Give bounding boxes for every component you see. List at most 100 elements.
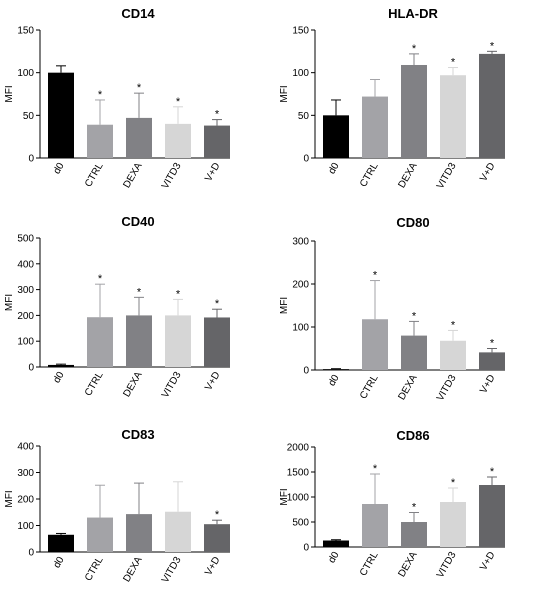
bar-d0 — [323, 540, 349, 547]
bar-v-d — [204, 524, 230, 552]
significance-marker: * — [98, 89, 103, 101]
y-tick-label: 0 — [28, 548, 34, 559]
x-tick-label: DEXA — [121, 370, 144, 399]
x-tick-label: VITD3 — [435, 161, 459, 191]
x-tick-label: V+D — [203, 555, 222, 578]
x-tick-label: DEXA — [121, 161, 144, 190]
x-tick-label: d0 — [52, 555, 67, 571]
y-axis-label: MFI — [279, 488, 290, 505]
y-tick-label: 500 — [17, 234, 34, 245]
y-tick-label: 300 — [17, 285, 34, 296]
y-axis-label: MFI — [4, 85, 15, 102]
significance-marker: * — [373, 463, 378, 475]
significance-marker: * — [176, 96, 181, 108]
bar-vitd3 — [165, 123, 191, 158]
bar-ctrl — [362, 504, 388, 547]
significance-marker: * — [215, 509, 220, 521]
y-tick-label: 100 — [17, 521, 34, 532]
chart-title: CD83 — [121, 427, 154, 442]
chart-cd86: CD86 MFI 0 500 1000 1500 2000 d0 * CTRL * DEXA * VITD… — [279, 428, 505, 580]
y-tick-label: 100 — [292, 68, 309, 79]
chart-title: CD86 — [396, 428, 429, 443]
bar-vitd3 — [440, 502, 466, 547]
y-tick-label: 300 — [292, 237, 309, 248]
bar-d0 — [323, 115, 349, 158]
significance-marker: * — [176, 288, 181, 300]
bar-ctrl — [362, 319, 388, 370]
y-axis-label: MFI — [4, 294, 15, 311]
x-tick-label: V+D — [478, 550, 497, 573]
y-tick-label: 150 — [17, 26, 34, 37]
significance-marker: * — [98, 273, 103, 285]
y-tick-label: 300 — [17, 468, 34, 479]
y-tick-label: 150 — [292, 26, 309, 37]
bar-v-d — [479, 53, 505, 158]
y-tick-label: 0 — [303, 543, 309, 554]
y-tick-label: 400 — [17, 259, 34, 270]
bar-dexa — [126, 514, 152, 552]
y-tick-label: 0 — [28, 154, 34, 165]
chart-title: CD40 — [121, 214, 154, 229]
y-axis-label: MFI — [279, 297, 290, 314]
y-tick-label: 0 — [28, 363, 34, 374]
y-tick-label: 100 — [292, 323, 309, 334]
x-tick-label: VITD3 — [160, 370, 184, 400]
chart-title: CD14 — [121, 6, 155, 21]
bar-vitd3 — [165, 315, 191, 367]
significance-marker: * — [137, 286, 142, 298]
bar-vitd3 — [440, 75, 466, 158]
x-tick-label: V+D — [203, 370, 222, 393]
x-tick-label: d0 — [327, 550, 342, 566]
chart-hla-dr: HLA-DR MFI 0 50 100 150 d0 CTRL * DEXA * VITD3 * V+D — [279, 6, 505, 191]
y-tick-label: 100 — [17, 337, 34, 348]
y-tick-label: 200 — [292, 280, 309, 291]
x-tick-label: d0 — [52, 370, 67, 386]
x-tick-label: VITD3 — [160, 555, 184, 585]
x-tick-label: V+D — [478, 161, 497, 184]
y-tick-label: 0 — [303, 154, 309, 165]
significance-marker: * — [215, 298, 220, 310]
chart-cd14: CD14 MFI 0 50 100 150 d0 * CTRL * DEXA * VITD3 * V+D — [4, 6, 230, 191]
bar-vitd3 — [165, 511, 191, 552]
significance-marker: * — [451, 477, 456, 489]
bar-v-d — [204, 317, 230, 367]
y-tick-label: 400 — [17, 442, 34, 453]
y-tick-label: 200 — [17, 311, 34, 322]
x-tick-label: V+D — [203, 161, 222, 184]
x-tick-label: DEXA — [121, 555, 144, 584]
x-tick-label: DEXA — [396, 373, 419, 400]
y-tick-label: 1500 — [287, 468, 310, 479]
x-tick-label: DEXA — [396, 161, 419, 190]
y-tick-label: 500 — [292, 518, 309, 529]
bar-vitd3 — [440, 340, 466, 370]
y-tick-label: 50 — [23, 111, 35, 122]
significance-marker: * — [451, 319, 456, 331]
x-tick-label: VITD3 — [435, 550, 459, 580]
significance-marker: * — [490, 466, 495, 478]
bar-v-d — [479, 352, 505, 370]
y-tick-label: 1000 — [287, 493, 310, 504]
bar-ctrl — [87, 517, 113, 552]
x-tick-label: d0 — [52, 161, 67, 177]
x-tick-label: VITD3 — [160, 161, 184, 191]
chart-cd40: CD40 MFI 0 100 200 300 400 500 d0 * CTRL * DEXA * VITD… — [4, 214, 230, 400]
x-tick-label: V+D — [478, 373, 497, 396]
bar-d0 — [323, 369, 349, 370]
significance-marker: * — [412, 310, 417, 322]
bar-dexa — [401, 64, 427, 158]
significance-marker: * — [451, 57, 456, 69]
significance-marker: * — [412, 43, 417, 55]
chart-title: CD80 — [396, 215, 429, 230]
bar-d0 — [48, 364, 74, 367]
x-tick-label: CTRL — [83, 161, 106, 189]
x-tick-label: d0 — [327, 161, 342, 177]
significance-marker: * — [490, 338, 495, 350]
y-axis-label: MFI — [279, 85, 290, 102]
bar-ctrl — [87, 317, 113, 367]
chart-title: HLA-DR — [388, 6, 438, 21]
significance-marker: * — [215, 109, 220, 121]
bar-ctrl — [87, 124, 113, 158]
x-tick-label: VITD3 — [435, 373, 459, 400]
x-tick-label: CTRL — [358, 161, 381, 189]
